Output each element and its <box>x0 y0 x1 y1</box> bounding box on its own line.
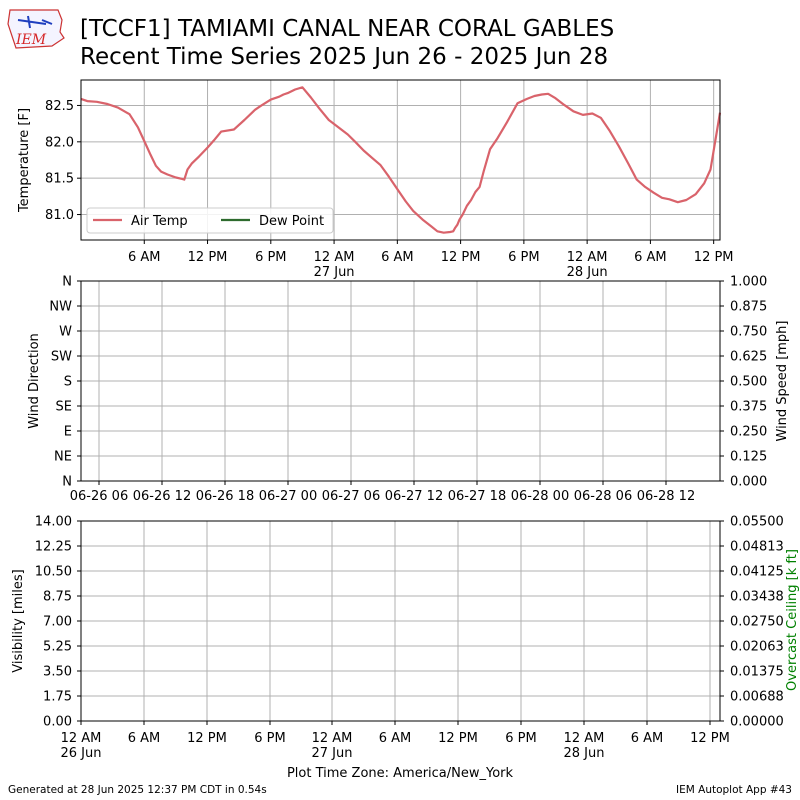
temp-y-axis-label: Temperature [F] <box>17 108 32 213</box>
wind-speed-axis-label: Wind Speed [mph] <box>775 321 790 442</box>
wind-speed-tick-label: 0.125 <box>730 450 767 465</box>
ceiling-tick-label: 0.03438 <box>730 590 784 605</box>
visibility-axis-label: Visibility [miles] <box>11 569 26 672</box>
ceiling-tick-label: 0.02750 <box>730 615 784 630</box>
wind-tick-label-x: 06-27 12 <box>385 489 443 504</box>
wind-tick-label-x: 06-28 00 <box>511 489 569 504</box>
visibility-tick-label: 0.00 <box>43 715 72 730</box>
air-temp-line <box>80 86 722 234</box>
ceiling-axis-label: Overcast Ceiling [k ft] <box>785 549 800 691</box>
ceiling-tick-label: 0.01375 <box>730 665 784 680</box>
wind-speed-tick-label: 0.750 <box>730 325 767 340</box>
wind-direction-tick-label: SW <box>51 350 72 365</box>
visibility-tick-label: 12.25 <box>35 540 72 555</box>
temp-tick-label-y: 82.0 <box>45 135 74 150</box>
temp-tick-label-x: 12 AM <box>314 250 355 265</box>
wind-tick-label-x: 06-28 06 <box>574 489 632 504</box>
wind-tick-label-x: 06-26 12 <box>133 489 191 504</box>
temp-tick-label-x: 6 PM <box>508 250 539 265</box>
wind-direction-tick-label: E <box>64 425 72 440</box>
wind-tick-label-x: 06-27 06 <box>322 489 380 504</box>
wind-direction-tick-label: S <box>64 375 72 390</box>
visibility-tick-label: 5.25 <box>43 640 72 655</box>
temp-tick-label-x: 12 PM <box>188 250 228 265</box>
vis-tick-label-x: 6 PM <box>505 731 536 746</box>
wind-direction-tick-label: NW <box>49 300 72 315</box>
legend-label-air-temp: Air Temp <box>131 214 188 229</box>
app-note: IEM Autoplot App #43 <box>676 784 792 796</box>
vis-tick-label-x: 6 PM <box>254 731 285 746</box>
wind-plot-frame <box>80 280 721 482</box>
wind-tick-label-x: 06-27 18 <box>448 489 506 504</box>
iem-logo: IEM <box>7 9 65 49</box>
vis-date-label: 26 Jun <box>61 746 102 761</box>
ceiling-tick-label: 0.04813 <box>730 540 784 555</box>
temp-tick-label-y: 81.5 <box>45 172 74 187</box>
wind-direction-tick-label: N <box>62 275 72 290</box>
temp-tick-label-x: 12 PM <box>694 250 734 265</box>
temp-legend-box <box>86 207 334 234</box>
timezone-label: Plot Time Zone: America/New_York <box>287 766 514 781</box>
wind-tick-label-x: 06-26 18 <box>196 489 254 504</box>
logo-state-outline <box>7 9 65 49</box>
wind-speed-tick-label: 0.875 <box>730 300 767 315</box>
chart-subtitle: Recent Time Series 2025 Jun 26 - 2025 Ju… <box>80 44 609 70</box>
vis-tick-label-x: 12 AM <box>564 731 605 746</box>
vis-tick-label-x: 12 PM <box>187 731 227 746</box>
ceiling-tick-label: 0.02063 <box>730 640 784 655</box>
wind-speed-tick-label: 1.000 <box>730 275 767 290</box>
wind-direction-axis-label: Wind Direction <box>27 333 42 429</box>
temp-tick-label-y: 81.0 <box>45 208 74 223</box>
wind-direction-tick-label: N <box>62 475 72 490</box>
ceiling-tick-label: 0.00000 <box>730 715 784 730</box>
visibility-tick-label: 8.75 <box>43 590 72 605</box>
vis-tick-label-x: 12 AM <box>61 731 102 746</box>
generated-note: Generated at 28 Jun 2025 12:37 PM CDT in… <box>8 784 267 796</box>
temp-date-label: 28 Jun <box>567 265 608 280</box>
vis-tick-label-x: 6 AM <box>128 731 161 746</box>
temp-tick-label-x: 6 PM <box>255 250 286 265</box>
ceiling-tick-label: 0.05500 <box>730 515 784 530</box>
temp-date-label: 27 Jun <box>314 265 355 280</box>
wind-tick-label-x: 06-27 00 <box>259 489 317 504</box>
wind-direction-tick-label: SE <box>56 400 72 415</box>
vis-tick-label-x: 12 PM <box>438 731 478 746</box>
wind-tick-label-x: 06-28 12 <box>637 489 695 504</box>
vis-date-label: 28 Jun <box>564 746 605 761</box>
logo-plane-icon <box>17 15 53 29</box>
vis-date-label: 27 Jun <box>312 746 353 761</box>
temp-tick-label-x: 6 AM <box>634 250 667 265</box>
visibility-tick-label: 1.75 <box>43 690 72 705</box>
vis-plot-frame <box>80 520 721 722</box>
wind-direction-tick-label: W <box>59 325 72 340</box>
temp-tick-label-x: 12 PM <box>441 250 481 265</box>
vis-tick-label-x: 12 AM <box>312 731 353 746</box>
wind-speed-tick-label: 0.375 <box>730 400 767 415</box>
temp-tick-label-x: 6 AM <box>381 250 414 265</box>
logo-text: IEM <box>15 32 47 48</box>
temp-tick-label-y: 82.5 <box>45 99 74 114</box>
wind-speed-tick-label: 0.625 <box>730 350 767 365</box>
visibility-tick-label: 3.50 <box>43 665 72 680</box>
wind-speed-tick-label: 0.500 <box>730 375 767 390</box>
wind-speed-tick-label: 0.000 <box>730 475 767 490</box>
visibility-tick-label: 14.00 <box>35 515 72 530</box>
temp-plot-frame <box>80 79 721 241</box>
wind-tick-label-x: 06-26 06 <box>70 489 128 504</box>
legend-label-dew-point: Dew Point <box>259 214 324 229</box>
vis-tick-label-x: 12 PM <box>690 731 730 746</box>
vis-tick-label-x: 6 AM <box>631 731 664 746</box>
chart-title: [TCCF1] TAMIAMI CANAL NEAR CORAL GABLES <box>80 16 615 42</box>
visibility-tick-label: 7.00 <box>43 615 72 630</box>
temp-tick-label-x: 6 AM <box>128 250 161 265</box>
wind-speed-tick-label: 0.250 <box>730 425 767 440</box>
visibility-tick-label: 10.50 <box>35 565 72 580</box>
wind-direction-tick-label: NE <box>54 450 72 465</box>
ceiling-tick-label: 0.00688 <box>730 690 784 705</box>
vis-tick-label-x: 6 AM <box>379 731 412 746</box>
ceiling-tick-label: 0.04125 <box>730 565 784 580</box>
temp-tick-label-x: 12 AM <box>567 250 608 265</box>
